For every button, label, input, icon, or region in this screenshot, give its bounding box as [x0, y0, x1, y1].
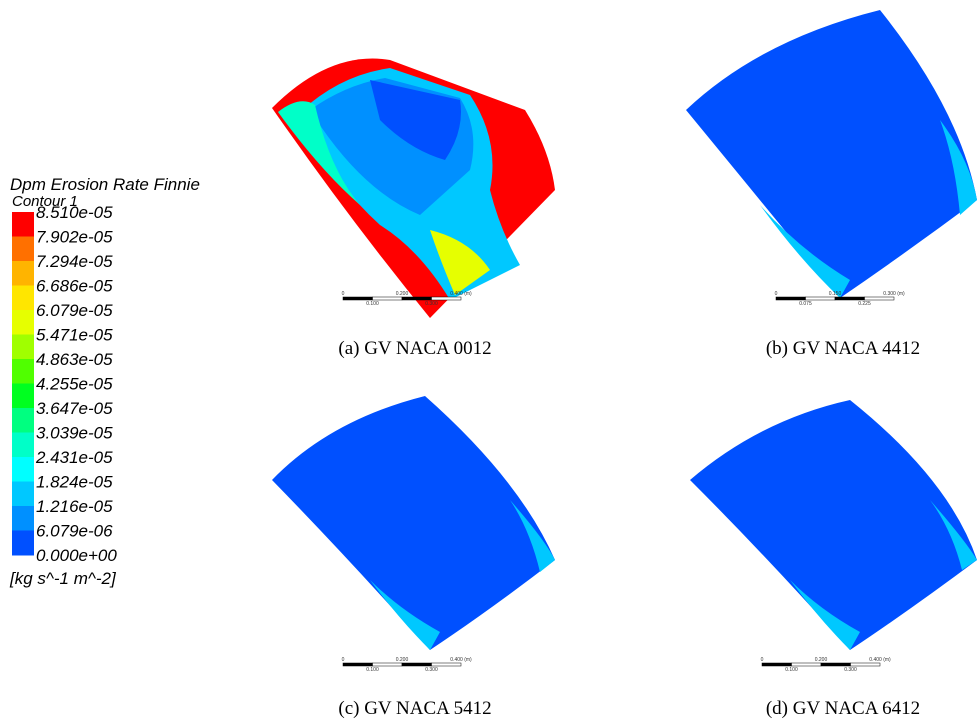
- color-band: [12, 384, 34, 409]
- level-label: 3.647e-05: [36, 399, 113, 418]
- scale-bar: [373, 297, 403, 300]
- color-band: [12, 212, 34, 237]
- scale-label: 0: [761, 657, 764, 663]
- level-label: 7.902e-05: [36, 228, 113, 247]
- color-band: [12, 286, 34, 311]
- scale-bar: [851, 663, 881, 666]
- blade-b: [686, 10, 977, 298]
- level-label: 4.863e-05: [36, 350, 113, 369]
- level-label: 8.510e-05: [36, 203, 113, 222]
- scale-bar: [432, 297, 462, 300]
- scale-bar: [865, 297, 895, 300]
- color-band: [12, 261, 34, 286]
- color-band: [12, 310, 34, 335]
- scale-label: 0.100: [366, 667, 379, 673]
- scale-label: 0.400 (m): [450, 291, 472, 297]
- level-label: 6.079e-05: [36, 301, 113, 320]
- scale-label: 0.300: [425, 667, 438, 673]
- blade-c: [272, 396, 555, 650]
- color-bar: 8.510e-05 7.902e-05 7.294e-05 6.686e-05 6.07…: [12, 203, 117, 565]
- scale-bar: [835, 297, 865, 300]
- level-label: 6.686e-05: [36, 277, 113, 296]
- scale-label: 0.300: [844, 667, 857, 673]
- scale-label: 0.200: [396, 657, 409, 663]
- color-band: [12, 482, 34, 507]
- color-band: [12, 506, 34, 531]
- legend-unit: [kg s^-1 m^-2]: [9, 569, 117, 588]
- scale-bar: [343, 663, 373, 666]
- caption: (d) GV NACA 6412: [766, 698, 920, 719]
- scale-label: 0.200: [396, 291, 409, 297]
- legend-title: Dpm Erosion Rate Finnie: [10, 175, 200, 194]
- scale-label: 0.075: [799, 301, 812, 307]
- scale-bar: [806, 297, 836, 300]
- color-band: [12, 457, 34, 482]
- figure: Dpm Erosion Rate Finnie Contour 1 8.510e…: [0, 0, 977, 724]
- color-band: [12, 531, 34, 556]
- color-band: [12, 433, 34, 458]
- scale-label: 0.300 (m): [883, 291, 905, 297]
- caption: (c) GV NACA 5412: [338, 698, 491, 719]
- scale-label: 0: [342, 291, 345, 297]
- level-label: 0.000e+00: [36, 546, 117, 565]
- scale-bar: [792, 663, 822, 666]
- scale-label: 0.400 (m): [450, 657, 472, 663]
- color-band: [12, 237, 34, 262]
- color-band: [12, 359, 34, 384]
- caption: (b) GV NACA 4412: [766, 338, 920, 359]
- scale-label: 0.300: [425, 301, 438, 307]
- color-band: [12, 335, 34, 360]
- scale-label: 0: [775, 291, 778, 297]
- scale-label: 0.100: [366, 301, 379, 307]
- scale-label: 0.225: [858, 301, 871, 307]
- level-label: 1.216e-05: [36, 497, 113, 516]
- scale-label: 0.200: [815, 657, 828, 663]
- color-band: [12, 408, 34, 433]
- blade-d: [690, 400, 977, 650]
- scale-bar: [402, 297, 432, 300]
- scale-bar: [373, 663, 403, 666]
- level-label: 1.824e-05: [36, 473, 113, 492]
- level-label: 4.255e-05: [36, 375, 113, 394]
- level-label: 6.079e-06: [36, 522, 113, 541]
- scale-bar: [762, 663, 792, 666]
- level-label: 2.431e-05: [35, 448, 113, 467]
- blade-a: [272, 59, 555, 318]
- scale-label: 0.100: [785, 667, 798, 673]
- scale-bar: [432, 663, 462, 666]
- scale-bar: [821, 663, 851, 666]
- scale-bar: [776, 297, 806, 300]
- scale-bar: [343, 297, 373, 300]
- scale-label: 0: [342, 657, 345, 663]
- scale-label: 0.400 (m): [869, 657, 891, 663]
- level-label: 7.294e-05: [36, 252, 113, 271]
- scale-bar: [402, 663, 432, 666]
- scale-label: 0.150: [829, 291, 842, 297]
- level-label: 5.471e-05: [36, 326, 113, 345]
- caption: (a) GV NACA 0012: [338, 338, 491, 359]
- level-label: 3.039e-05: [36, 424, 113, 443]
